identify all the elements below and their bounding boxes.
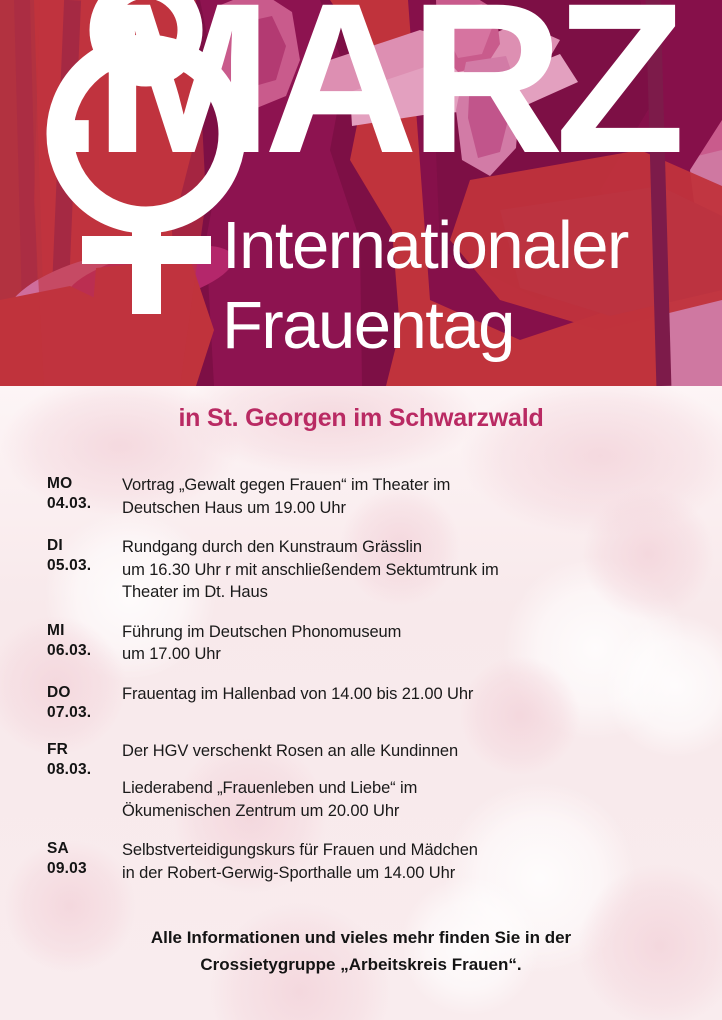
schedule-row: MI 06.03. Führung im Deutschen Phonomuse… [0,621,722,666]
schedule-weekday: DO [47,683,71,701]
schedule-weekday: MO [47,475,73,492]
event-line: Liederabend „Frauenleben und Liebe“ im [122,779,418,797]
schedule-weekday: FR [47,740,69,758]
event-line: Rundgang durch den Kunstraum Grässlin [122,538,422,556]
event-line: Der HGV verschenkt Rosen an alle Kundinn… [122,741,459,760]
footer-line: Crossietygruppe „Arbeitskreis Frauen“. [200,955,522,974]
schedule-weekday: SA [47,840,69,857]
event-line: Deutschen Haus um 19.00 Uhr [122,498,346,517]
poster-body: in St. Georgen im Schwarzwald MO 04.03. … [0,386,722,1020]
schedule-row: DO 07.03. Frauentag im Hallenbad von 14.… [0,683,722,723]
schedule-event: Selbstverteidigungskurs für Frauen und M… [122,839,722,884]
event-line: Ökumenischen Zentrum um 20.00 Uhr [122,801,400,820]
schedule-list: MO 04.03. Vortrag „Gewalt gegen Frauen“ … [0,474,722,901]
schedule-date: 05.03. [47,557,92,574]
footer-note: Alle Informationen und vieles mehr finde… [0,924,722,978]
schedule-date: 06.03. [47,641,92,659]
schedule-day: MI 06.03. [0,621,122,666]
schedule-day: SA 09.03 [0,839,122,884]
schedule-day: DO 07.03. [0,683,122,723]
event-line: Führung im Deutschen Phonomuseum [122,622,402,641]
schedule-row: MO 04.03. Vortrag „Gewalt gegen Frauen“ … [0,474,722,519]
schedule-date: 09.03 [47,860,87,877]
schedule-date: 04.03. [47,495,92,512]
schedule-day: FR 08.03. [0,740,122,823]
schedule-weekday: DI [47,537,63,554]
schedule-day: DI 05.03. [0,536,122,604]
schedule-date: 07.03. [47,703,92,721]
venus-symbol-icon [46,0,246,314]
schedule-row: FR 08.03. Der HGV verschenkt Rosen an al… [0,740,722,823]
event-spacer [122,762,722,777]
event-line: Frauentag im Hallenbad von 14.00 bis 21.… [122,684,474,703]
schedule-event: Frauentag im Hallenbad von 14.00 bis 21.… [122,683,722,723]
schedule-row: SA 09.03 Selbstverteidigungskurs für Fra… [0,839,722,884]
footer-line: Alle Informationen und vieles mehr finde… [150,928,572,947]
event-line: in der Robert-Gerwig-Sporthalle um 14.00… [122,863,456,882]
bokeh-background [0,386,722,1020]
schedule-day: MO 04.03. [0,474,122,519]
place-heading: in St. Georgen im Schwarzwald [178,404,544,432]
event-line: um 16.30 Uhr r mit anschließendem Sektum… [122,560,499,579]
event-line: Vortrag „Gewalt gegen Frauen“ im Theater… [122,476,451,494]
schedule-event: Der HGV verschenkt Rosen an alle Kundinn… [122,740,722,823]
schedule-weekday: MI [47,621,65,639]
event-line: Theater im Dt. Haus [122,583,268,601]
schedule-event: Rundgang durch den Kunstraum Grässlin um… [122,536,722,604]
schedule-date: 08.03. [47,760,92,778]
schedule-row: DI 05.03. Rundgang durch den Kunstraum G… [0,536,722,604]
poster-header: .MÄRZ Internationaler Frauentag [0,0,722,386]
event-line: um 17.00 Uhr [122,645,221,663]
schedule-event: Führung im Deutschen Phonomuseum um 17.0… [122,621,722,666]
event-line: Selbstverteidigungskurs für Frauen und M… [122,841,478,859]
schedule-event: Vortrag „Gewalt gegen Frauen“ im Theater… [122,474,722,519]
